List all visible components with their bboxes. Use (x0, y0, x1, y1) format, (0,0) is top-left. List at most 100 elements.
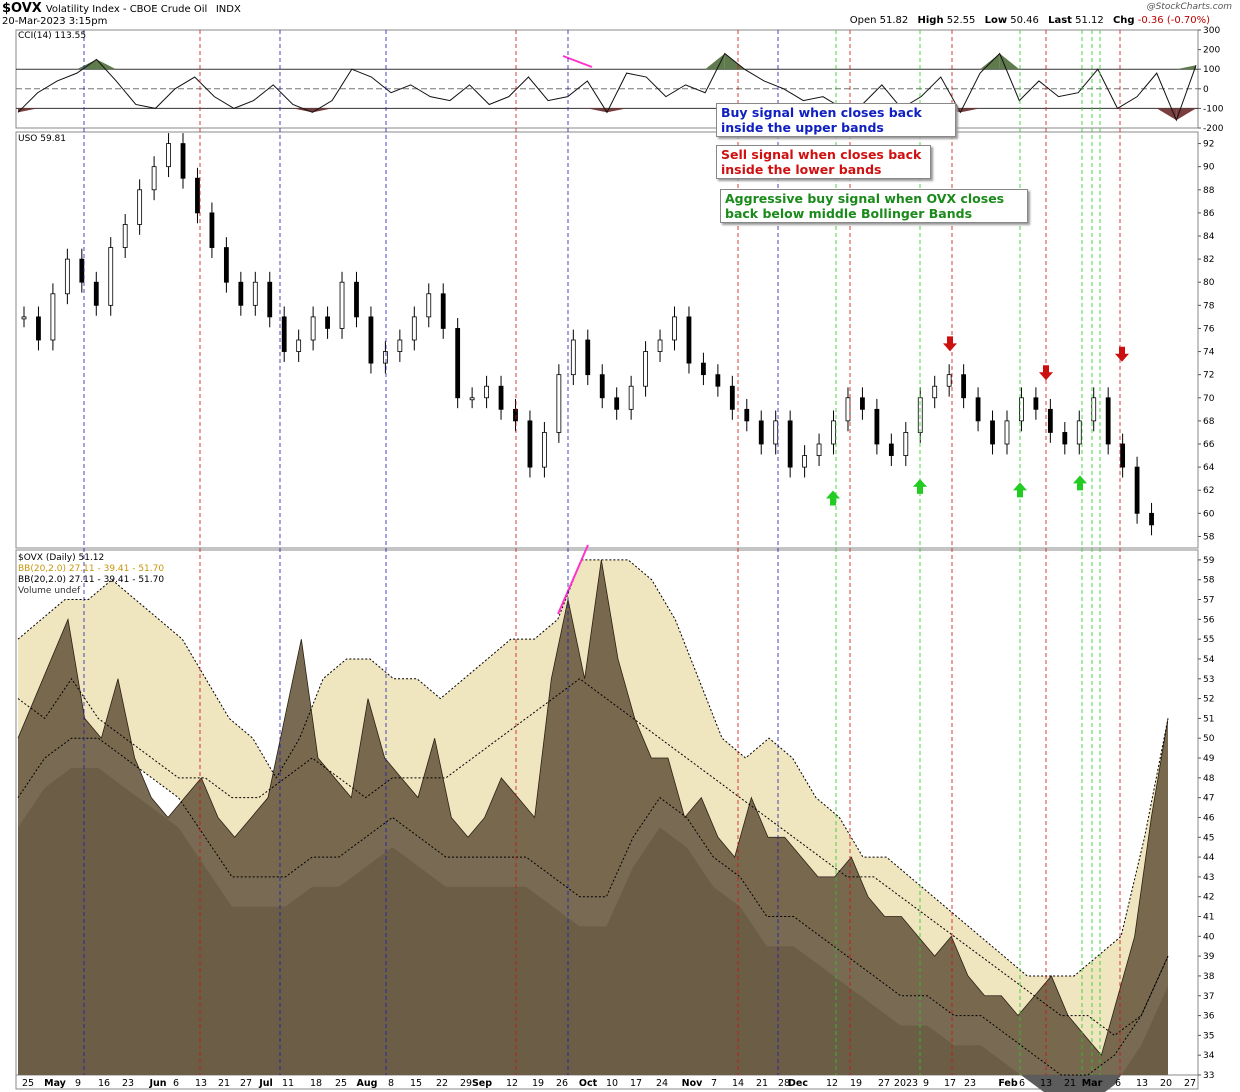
uso-candle (701, 362, 706, 376)
uso-candle (1134, 466, 1140, 514)
uso-candle (1004, 420, 1010, 445)
xtick-label: 20 (1160, 1078, 1172, 1089)
uso-candle (946, 374, 952, 387)
uso-candle (64, 258, 70, 295)
ytick-label-cci: 100 (1203, 65, 1220, 75)
low-label: Low (984, 15, 1008, 26)
uso-candle (686, 316, 692, 364)
xtick-label: 17 (630, 1078, 642, 1089)
cci-oversold-fill (1156, 108, 1177, 121)
uso-candle (1149, 512, 1154, 526)
xtick-label: 7 (711, 1078, 717, 1089)
xtick-label: 26 (556, 1078, 568, 1089)
high-value: 52.55 (946, 15, 976, 26)
uso-candle (831, 420, 836, 445)
uso-candle (513, 408, 518, 422)
xtick-label: 14 (732, 1078, 744, 1089)
cci-overbought-fill (705, 53, 725, 70)
symbol: $OVX (2, 1, 42, 16)
uso-label: USO 59.81 (18, 134, 67, 144)
cci-panel (16, 52, 1198, 122)
bb2-label: BB(20,2.0) 27.11 - 39.41 - 51.70 (18, 575, 165, 585)
uso-candle (411, 316, 417, 341)
signal-lines (83, 30, 1121, 1075)
ytick-label-uso: 76 (1203, 324, 1215, 334)
ytick-label-ovx: 46 (1203, 813, 1215, 823)
cci-overbought-fill (96, 59, 117, 70)
ytick-label-ovx: 49 (1203, 754, 1215, 764)
ytick-label-ovx: 36 (1203, 1012, 1215, 1022)
xtick-label: 9 (75, 1078, 81, 1089)
ovx-area (18, 559, 1168, 1075)
ytick-label-uso: 64 (1203, 463, 1215, 473)
ytick-label-uso: 74 (1203, 348, 1215, 358)
aggressive-buy-note: Aggressive buy signal when OVX closes ba… (720, 189, 1028, 223)
uso-candle (484, 385, 489, 399)
uso-candle (527, 420, 533, 468)
uso-candle (1076, 420, 1082, 445)
uso-candle (570, 339, 576, 376)
chg-label: Chg (1112, 15, 1135, 26)
cci-oversold-fill (607, 108, 627, 113)
ytick-label-ovx: 34 (1203, 1051, 1215, 1061)
cci-oversold-fill (960, 108, 981, 113)
uso-candle (180, 143, 186, 179)
xtick-label: 10 (606, 1078, 618, 1089)
buy-arrow-icon (1073, 475, 1087, 491)
ytick-label-ovx: 57 (1203, 596, 1214, 606)
xtick-label: 23 (122, 1078, 134, 1089)
uso-candle (888, 443, 894, 456)
xtick-label: 15 (410, 1078, 422, 1089)
bb1-label: BB(20,2.0) 27.11 - 39.41 - 51.70 (18, 564, 165, 574)
uso-candle (354, 281, 359, 318)
ytick-label-ovx: 41 (1203, 913, 1214, 923)
xtick-label: 28 (778, 1078, 790, 1089)
ovx-panel (17, 544, 1169, 1092)
xtick-label: Dec (788, 1078, 808, 1089)
uso-candle (498, 385, 504, 410)
xtick-label: 6 (1019, 1078, 1025, 1089)
uso-candle (36, 316, 41, 341)
uso-candle (932, 385, 938, 399)
volume-label: Volume undef (18, 586, 81, 596)
ytick-label-ovx: 52 (1203, 695, 1214, 705)
uso-candle (614, 397, 620, 410)
ytick-label-ovx: 51 (1203, 714, 1214, 724)
uso-candle (961, 374, 967, 399)
uso-candle (50, 293, 56, 341)
uso-candle (108, 247, 114, 306)
xtick-label: 23 (964, 1078, 976, 1089)
xtick-label: Jul (258, 1078, 273, 1089)
uso-candle (542, 432, 547, 468)
bb-upper-line (17, 559, 1169, 977)
ytick-label-cci: -200 (1203, 124, 1224, 134)
sell-arrow-icon (943, 336, 957, 352)
uso-candle (310, 316, 316, 341)
xtick-label: 19 (850, 1078, 862, 1089)
ovx-legend: $OVX (Daily) 51.12 BB(20,2.0) 27.11 - 39… (18, 553, 164, 597)
xtick-label: 17 (944, 1078, 956, 1089)
xtick-label: 21 (756, 1078, 768, 1089)
buy-arrow-icon (826, 490, 840, 506)
xtick-label: Jun (148, 1078, 166, 1089)
uso-candle (368, 316, 374, 364)
ytick-label-ovx: 55 (1203, 635, 1214, 645)
xtick-label: 12 (506, 1078, 518, 1089)
ytick-label-uso: 92 (1203, 140, 1214, 150)
bb-middle-line (17, 677, 1169, 1036)
ytick-label-cci: 200 (1203, 46, 1220, 56)
uso-candle (296, 339, 302, 352)
uso-candle (469, 397, 475, 401)
sell-arrow-icon (1115, 346, 1129, 362)
ovx-label: $OVX (Daily) 51.12 (18, 553, 105, 563)
uso-candle (440, 293, 446, 329)
cci-oversold-fill (587, 108, 607, 113)
bb-lower-line (17, 737, 1169, 1076)
uso-candle (1062, 432, 1068, 445)
cci-overbought-fill (76, 59, 97, 70)
cci-line (17, 52, 1197, 122)
high-label: High (917, 15, 944, 26)
uso-candle (122, 224, 128, 248)
xtick-label: 2023 (894, 1078, 918, 1089)
